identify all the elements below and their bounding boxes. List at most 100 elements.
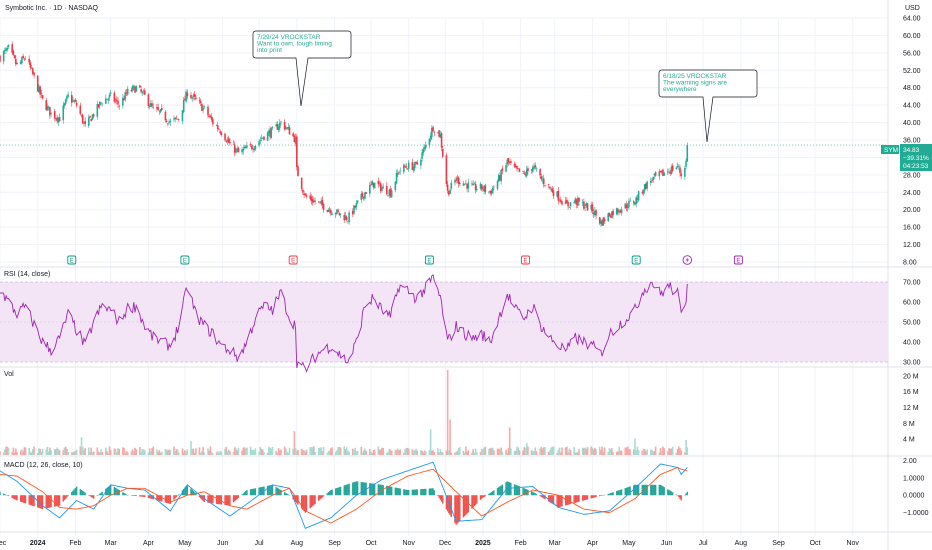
volume-bar[interactable] <box>506 452 509 455</box>
candle[interactable] <box>379 181 382 194</box>
volume-bar[interactable] <box>292 448 294 455</box>
volume-bar[interactable] <box>423 450 426 455</box>
candle[interactable] <box>645 182 647 190</box>
candle[interactable] <box>268 128 270 136</box>
volume-bar[interactable] <box>685 439 687 455</box>
candle[interactable] <box>618 208 620 215</box>
candle[interactable] <box>288 125 291 135</box>
candle[interactable] <box>249 141 252 148</box>
candle[interactable] <box>243 144 246 150</box>
price-pane[interactable] <box>0 41 888 227</box>
volume-bar[interactable] <box>311 447 314 455</box>
candle[interactable] <box>105 94 107 105</box>
candle[interactable] <box>680 169 683 180</box>
volume-bar[interactable] <box>83 449 85 455</box>
candle[interactable] <box>632 200 635 206</box>
candle[interactable] <box>488 191 490 195</box>
candle[interactable] <box>126 86 129 97</box>
candle[interactable] <box>304 193 307 197</box>
volume-bar[interactable] <box>466 451 468 455</box>
candle[interactable] <box>7 44 10 49</box>
candle[interactable] <box>480 184 483 192</box>
volume-bar[interactable] <box>23 447 26 455</box>
volume-bar[interactable] <box>544 447 546 455</box>
candle[interactable] <box>662 168 664 176</box>
volume-bar[interactable] <box>501 451 504 455</box>
volume-bar[interactable] <box>178 452 180 455</box>
volume-bar[interactable] <box>641 450 644 455</box>
volume-bar[interactable] <box>181 448 184 455</box>
candle[interactable] <box>64 98 67 106</box>
volume-bar[interactable] <box>80 437 83 455</box>
volume-bar[interactable] <box>354 447 356 455</box>
volume-bar[interactable] <box>387 452 389 455</box>
volume-bar[interactable] <box>386 452 388 455</box>
volume-bar[interactable] <box>547 452 550 455</box>
volume-bar[interactable] <box>220 451 223 455</box>
volume-bar[interactable] <box>72 452 74 455</box>
volume-bar[interactable] <box>669 448 672 455</box>
volume-bar[interactable] <box>57 448 60 455</box>
candle[interactable] <box>381 185 383 193</box>
volume-bar[interactable] <box>517 447 520 455</box>
candle[interactable] <box>347 220 349 224</box>
volume-bar[interactable] <box>568 448 571 455</box>
candle[interactable] <box>482 186 484 192</box>
candle[interactable] <box>549 186 551 190</box>
candle[interactable] <box>322 202 325 213</box>
candle[interactable] <box>80 114 83 118</box>
volume-bar[interactable] <box>558 447 561 455</box>
volume-bar[interactable] <box>438 452 440 455</box>
volume-bar[interactable] <box>50 450 52 455</box>
volume-bar[interactable] <box>465 446 467 455</box>
volume-bar[interactable] <box>175 449 178 455</box>
candle[interactable] <box>501 165 504 175</box>
candle[interactable] <box>0 54 1 63</box>
volume-bar[interactable] <box>105 447 107 455</box>
candle[interactable] <box>182 97 185 114</box>
candle[interactable] <box>190 91 192 100</box>
candle[interactable] <box>47 105 50 111</box>
candle[interactable] <box>113 90 116 104</box>
candle[interactable] <box>229 138 231 146</box>
candle[interactable] <box>28 55 30 65</box>
volume-bar[interactable] <box>283 446 286 455</box>
volume-bar[interactable] <box>569 450 572 455</box>
candle[interactable] <box>66 94 68 102</box>
volume-bar[interactable] <box>108 446 111 455</box>
volume-bar[interactable] <box>235 448 237 455</box>
volume-bar[interactable] <box>167 450 169 455</box>
volume-bar[interactable] <box>126 452 129 455</box>
volume-bar[interactable] <box>651 449 653 455</box>
candle[interactable] <box>134 85 136 93</box>
volume-bar[interactable] <box>612 452 614 455</box>
candle[interactable] <box>670 164 673 175</box>
candle[interactable] <box>176 118 179 120</box>
volume-bar[interactable] <box>620 450 623 455</box>
volume-bar[interactable] <box>510 448 512 455</box>
candle[interactable] <box>594 206 596 217</box>
candle[interactable] <box>125 88 128 96</box>
volume-bar[interactable] <box>98 452 101 455</box>
volume-bar[interactable] <box>56 447 58 455</box>
volume-bar[interactable] <box>659 447 662 455</box>
candle[interactable] <box>625 200 628 212</box>
volume-bar[interactable] <box>148 448 151 455</box>
volume-bar[interactable] <box>261 449 264 455</box>
volume-bar[interactable] <box>414 450 416 455</box>
volume-bar[interactable] <box>89 452 91 455</box>
volume-bar[interactable] <box>287 452 290 455</box>
volume-bar[interactable] <box>608 448 611 455</box>
candle[interactable] <box>109 89 112 96</box>
volume-bar[interactable] <box>602 452 605 455</box>
candle[interactable] <box>156 103 158 112</box>
volume-bar[interactable] <box>314 452 316 455</box>
candle[interactable] <box>36 75 39 92</box>
candle[interactable] <box>184 95 186 101</box>
candle[interactable] <box>201 103 203 112</box>
candle[interactable] <box>317 201 320 203</box>
candle[interactable] <box>285 125 287 131</box>
candle[interactable] <box>118 104 121 110</box>
candle[interactable] <box>337 208 339 213</box>
candle[interactable] <box>584 203 586 212</box>
